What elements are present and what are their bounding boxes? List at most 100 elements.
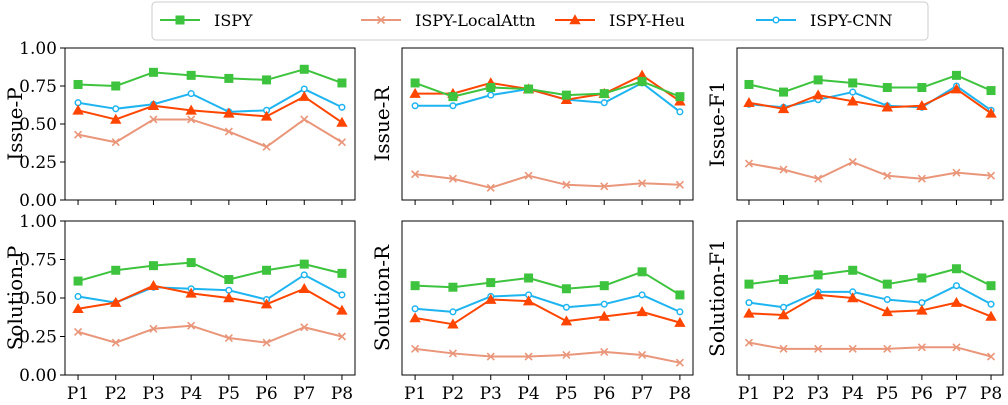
data-point — [338, 291, 346, 299]
y-axis-label: Solution-P — [3, 246, 27, 351]
data-point — [638, 179, 647, 188]
data-point — [636, 306, 648, 317]
data-point — [260, 298, 273, 309]
x-tick-label: P6 — [255, 384, 277, 404]
data-point — [917, 83, 927, 93]
data-point — [336, 304, 348, 315]
chart-panels: 0.00 0.25 0.50 0.75 1.00 Issue-P Issue-R Issue-… — [3, 39, 1004, 404]
data-point — [674, 316, 686, 327]
data-point — [486, 183, 495, 192]
legend: ISPY ISPY-LocalAttn ISPY-Heu ISPY-CNN — [151, 1, 929, 41]
data-point — [300, 323, 309, 332]
series-line — [415, 74, 681, 103]
data-point — [337, 138, 347, 147]
data-point — [779, 165, 788, 174]
data-point — [600, 99, 608, 107]
data-point — [814, 174, 823, 183]
data-point — [449, 308, 457, 316]
data-point — [987, 300, 995, 308]
data-point — [485, 293, 497, 304]
data-point — [917, 174, 926, 183]
data-point — [599, 281, 609, 291]
series-line — [77, 118, 343, 148]
data-point — [73, 130, 83, 139]
data-point — [486, 352, 495, 361]
data-point — [299, 64, 309, 74]
data-point — [950, 83, 963, 94]
x-tick-label: P8 — [980, 384, 1002, 404]
data-point — [599, 89, 609, 99]
data-point — [675, 180, 684, 189]
series-line — [77, 88, 343, 113]
y-axis-label: Issue-F1 — [705, 81, 729, 168]
data-point — [986, 86, 996, 96]
plot-frame — [401, 220, 694, 376]
x-tick-label: P3 — [480, 384, 502, 404]
data-point — [73, 276, 83, 286]
chart-panel: Issue-R — [370, 47, 694, 205]
data-point — [849, 88, 857, 96]
y-axis-label: Issue-R — [370, 86, 394, 162]
data-point — [744, 279, 754, 289]
series-ispy-heu — [743, 83, 997, 118]
y-axis-label: Solution-R — [370, 244, 394, 351]
data-point — [149, 324, 158, 333]
data-point — [744, 79, 754, 89]
data-point — [449, 102, 457, 110]
legend-label: ISPY-LocalAttn — [415, 11, 536, 30]
data-point — [73, 79, 83, 89]
data-point — [73, 327, 83, 336]
data-point — [112, 105, 120, 113]
series-line — [748, 161, 992, 180]
data-point — [524, 84, 534, 94]
series-line — [77, 261, 343, 283]
series-line — [748, 74, 992, 94]
y-tick-label: 1.00 — [19, 39, 57, 59]
x-tick-label: P4 — [517, 384, 539, 404]
data-point — [298, 283, 310, 294]
legend-label: ISPY-CNN — [810, 11, 893, 30]
data-point — [522, 295, 535, 306]
y-tick-label: 0.25 — [19, 328, 57, 348]
plot-frame — [736, 47, 1004, 201]
series-line — [748, 267, 992, 287]
data-point — [448, 92, 458, 102]
data-point — [224, 127, 233, 136]
series-line — [415, 270, 681, 296]
series-line — [414, 347, 681, 364]
series-ispy-localattn — [411, 170, 684, 192]
data-point — [918, 299, 926, 307]
legend-marker — [376, 15, 386, 25]
data-point — [111, 338, 120, 347]
data-point — [411, 305, 419, 313]
series-ispy — [73, 258, 347, 286]
data-point — [848, 157, 857, 167]
x-tick-label: P6 — [593, 384, 615, 404]
data-point — [916, 100, 928, 111]
data-point — [952, 282, 961, 290]
data-point — [744, 338, 754, 347]
chart-panel: Issue-F1 — [705, 47, 1004, 205]
y-tick-label: 0.50 — [19, 115, 57, 135]
data-point — [338, 103, 346, 111]
series-ispy-localattn — [744, 338, 996, 361]
x-tick-label: P1 — [67, 384, 89, 404]
data-point — [300, 115, 309, 124]
data-point — [916, 304, 928, 315]
data-point — [223, 107, 235, 118]
series-ispy-heu — [743, 289, 997, 321]
y-tick-label: 1.00 — [19, 212, 57, 232]
series-ispy — [744, 264, 996, 291]
chart-panel: P1 P2 P3 P4 P5 P6 P7 P8 Solution-R — [370, 220, 694, 404]
x-tick-label: P1 — [404, 384, 426, 404]
data-point — [812, 289, 824, 300]
data-point — [600, 347, 609, 356]
data-point — [814, 344, 823, 353]
x-tick-label: P7 — [293, 384, 315, 404]
x-tick-label: P2 — [105, 384, 127, 404]
data-point — [952, 343, 961, 352]
data-point — [411, 170, 420, 179]
data-point — [986, 281, 996, 291]
data-point — [637, 76, 647, 86]
